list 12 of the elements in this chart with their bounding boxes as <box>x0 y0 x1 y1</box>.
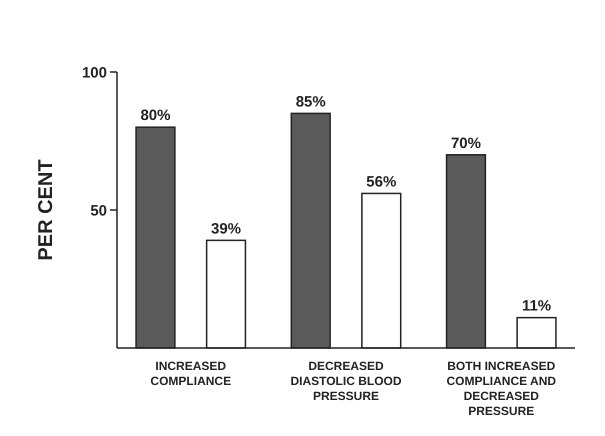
data-label: 11% <box>522 298 552 315</box>
x-tick-label: INCREASED COMPLIANCE <box>150 359 232 388</box>
x-tick-label: BOTH INCREASED COMPLIANCE AND DECREASED PRESSURE <box>446 359 556 418</box>
data-label: 56% <box>366 173 396 190</box>
y-axis-title: PER CENT <box>35 159 57 261</box>
y-tick-label: 100 <box>82 64 107 82</box>
data-label: 70% <box>450 134 481 152</box>
x-tick-label: DECREASED DIASTOLIC BLOOD PRESSURE <box>290 359 402 403</box>
data-label: 85% <box>296 93 326 110</box>
data-label: 80% <box>140 107 170 124</box>
data-label: 39% <box>211 220 242 238</box>
y-tick-label: 50 <box>90 202 107 220</box>
